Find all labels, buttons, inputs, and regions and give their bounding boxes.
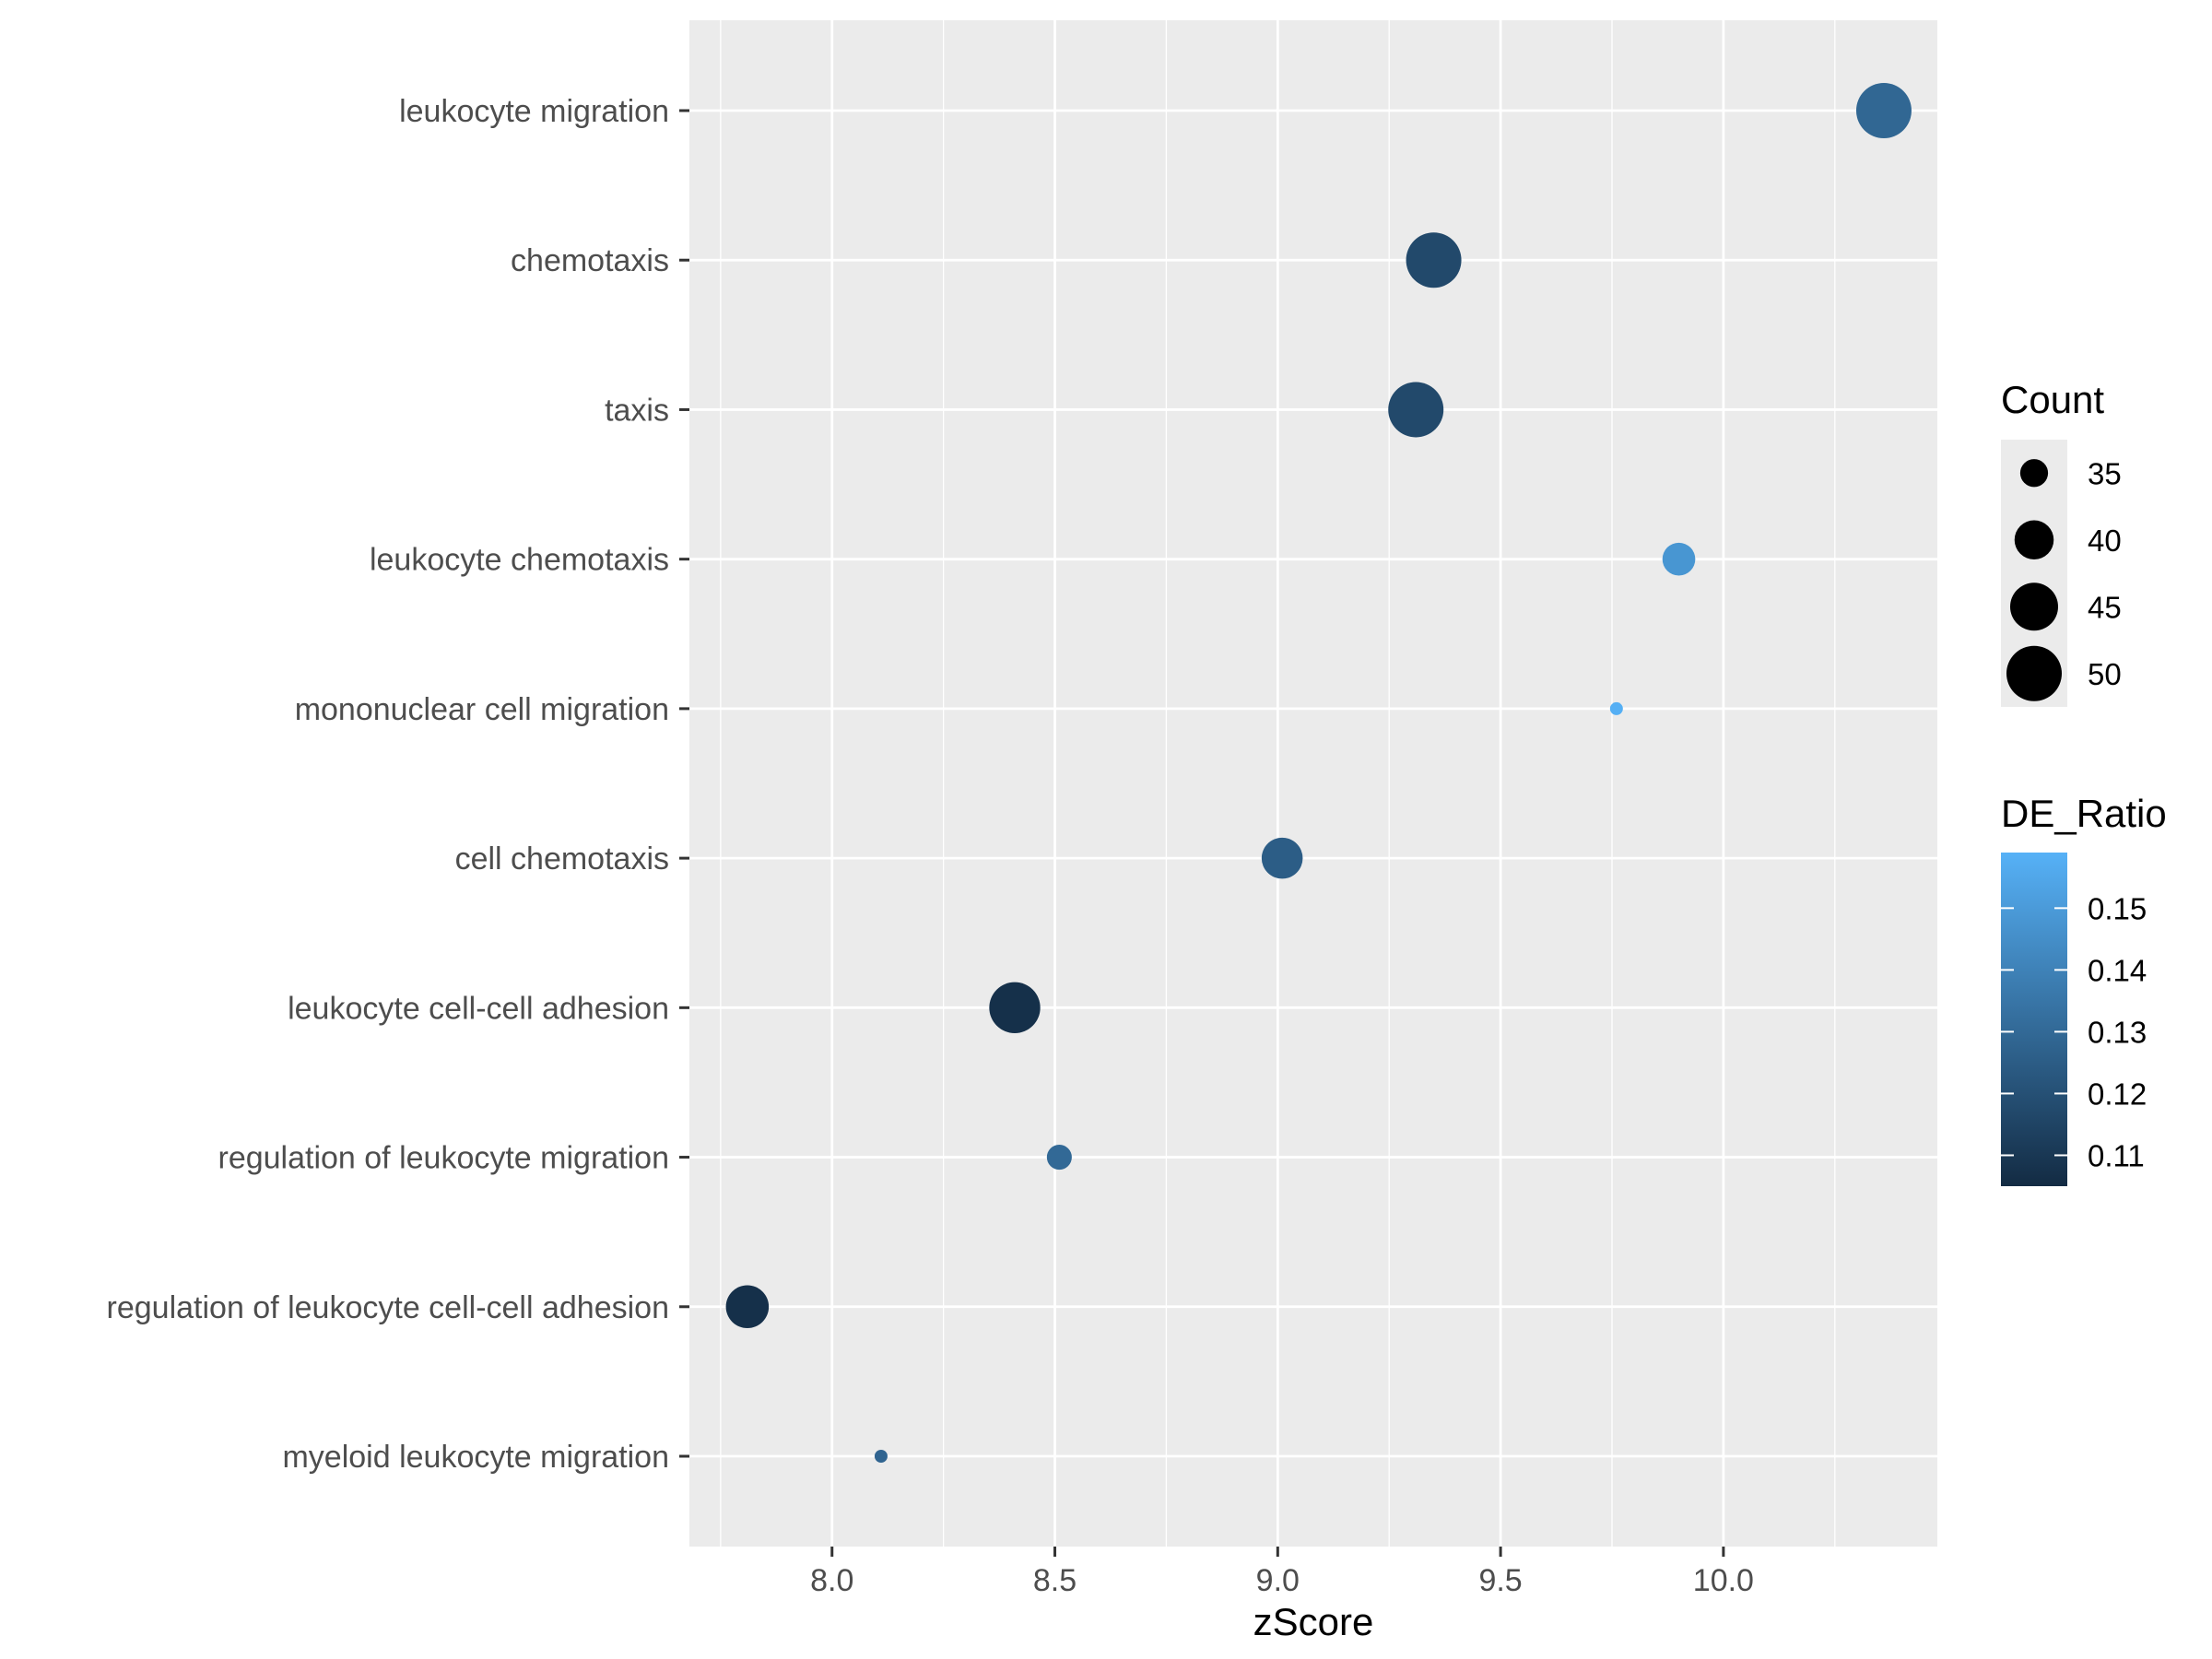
x-tick-label: 8.0 — [810, 1563, 853, 1598]
data-point — [1609, 701, 1623, 715]
x-tick-label: 9.0 — [1256, 1563, 1300, 1598]
data-point — [1046, 1145, 1072, 1171]
x-tick-label: 9.5 — [1478, 1563, 1522, 1598]
count-legend-label: 40 — [2088, 524, 2122, 558]
de-ratio-legend-label: 0.13 — [2088, 1015, 2147, 1049]
data-point — [725, 1285, 770, 1329]
de-ratio-legend: DE_Ratio 0.11 0.12 0.13 0.14 0.15 — [2001, 792, 2167, 1186]
y-tick-label: cell chemotaxis — [455, 841, 669, 877]
count-legend-label: 35 — [2088, 456, 2122, 490]
y-axis: leukocyte migration chemotaxis taxis leukoc… — [107, 94, 689, 1475]
x-tick-label: 8.5 — [1033, 1563, 1077, 1598]
count-legend-key — [2014, 520, 2054, 560]
plot-panel — [689, 20, 1937, 1547]
y-tick-label: regulation of leukocyte cell-cell adhesi… — [107, 1290, 669, 1325]
de-ratio-legend-label: 0.14 — [2088, 953, 2147, 987]
count-legend-key — [2006, 645, 2062, 701]
major-gridlines — [689, 20, 1937, 1547]
data-point — [1261, 837, 1303, 879]
y-tick-label: myeloid leukocyte migration — [282, 1440, 669, 1475]
count-legend-title: Count — [2001, 378, 2104, 421]
count-legend-label: 45 — [2088, 590, 2122, 624]
y-tick-label: leukocyte cell-cell adhesion — [288, 991, 669, 1026]
de-ratio-colorbar-ticks: 0.11 0.12 0.13 0.14 0.15 — [2001, 891, 2147, 1172]
data-points — [725, 83, 1912, 1463]
count-legend-items: 35 40 45 50 — [2006, 456, 2122, 701]
y-tick-label: chemotaxis — [511, 243, 669, 278]
y-tick-label: leukocyte migration — [399, 94, 669, 129]
de-ratio-legend-label: 0.11 — [2088, 1138, 2145, 1172]
count-legend-key — [2009, 582, 2059, 631]
count-legend-label: 50 — [2088, 657, 2122, 691]
count-legend-key — [2019, 459, 2049, 488]
minor-gridlines — [720, 20, 1836, 1547]
y-tick-label: leukocyte chemotaxis — [370, 543, 669, 578]
de-ratio-colorbar — [2001, 853, 2067, 1186]
data-point — [989, 982, 1041, 1034]
de-ratio-legend-label: 0.12 — [2088, 1077, 2147, 1111]
count-legend: Count 35 40 45 50 — [2001, 378, 2122, 707]
y-tick-label: mononuclear cell migration — [295, 692, 669, 727]
data-point — [1662, 542, 1696, 576]
data-point — [1406, 232, 1462, 288]
data-point — [1388, 382, 1444, 438]
x-axis: 8.0 8.5 9.0 9.5 10.0 — [810, 1547, 1754, 1598]
y-tick-label: regulation of leukocyte migration — [218, 1141, 670, 1176]
y-tick-label: taxis — [605, 393, 669, 428]
x-axis-title: zScore — [1253, 1600, 1374, 1643]
x-tick-label: 10.0 — [1693, 1563, 1754, 1598]
data-point — [1855, 83, 1912, 138]
de-ratio-legend-title: DE_Ratio — [2001, 792, 2167, 835]
data-point — [874, 1450, 888, 1463]
de-ratio-legend-label: 0.15 — [2088, 891, 2147, 925]
